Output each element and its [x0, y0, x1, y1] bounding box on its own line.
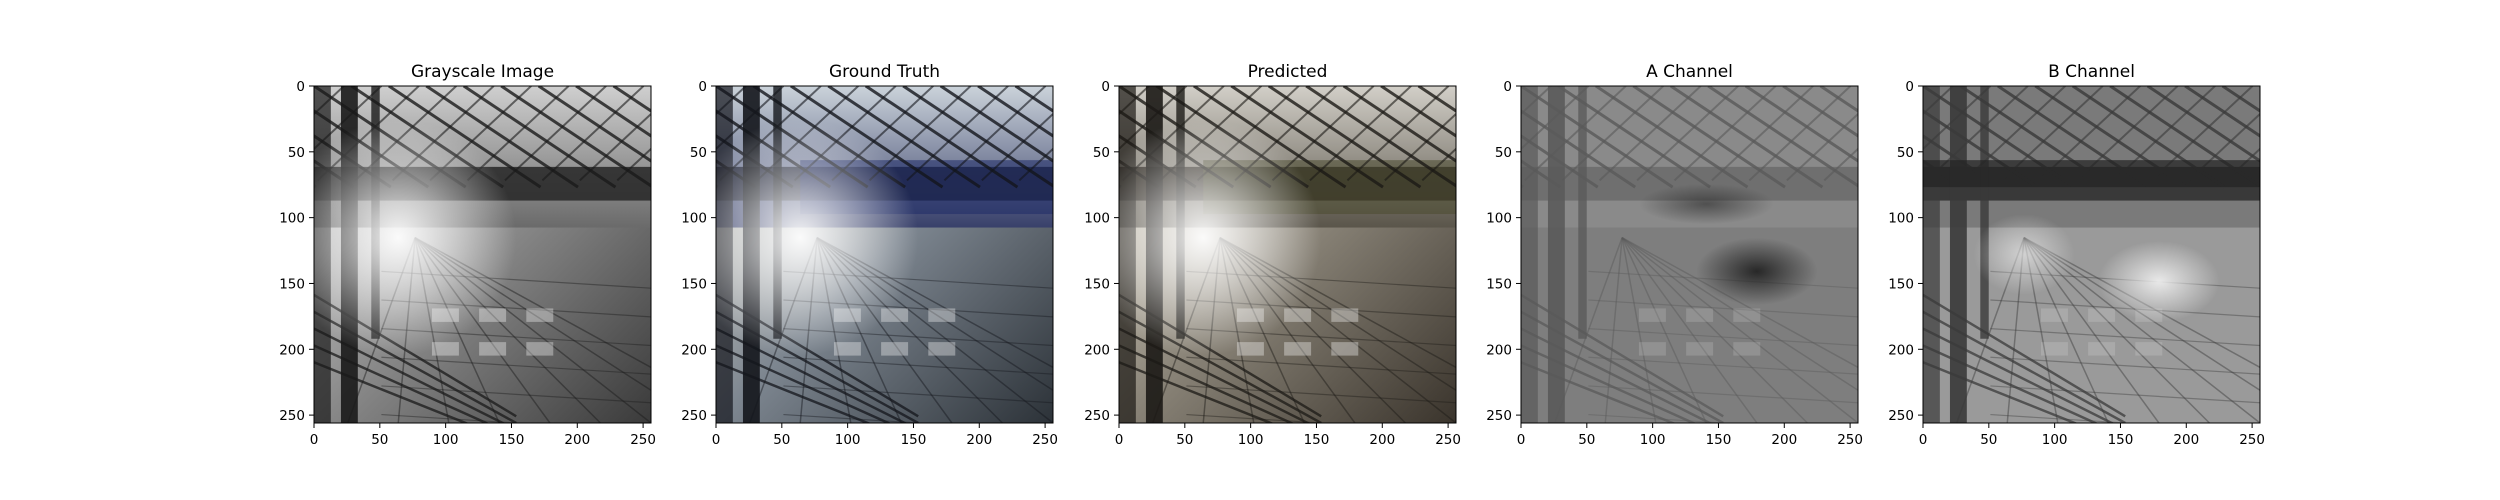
x-tick-label: 250 [1837, 432, 1863, 448]
x-tick-label: 100 [2042, 432, 2068, 448]
y-tick-label: 200 [279, 342, 305, 358]
x-tick-label: 200 [966, 432, 992, 448]
y-tick-label: 150 [1486, 276, 1512, 292]
x-tick-label: 150 [901, 432, 927, 448]
y-tick-label: 0 [698, 79, 707, 95]
y-tick-label: 250 [1888, 408, 1914, 424]
panel-predicted: Predicted 0 50 100 150 200 250 0 50 100 150 200 250 [1084, 62, 1461, 448]
y-tick-label: 50 [690, 145, 707, 161]
panel-color: Ground Truth 0 50 100 150 200 250 0 50 100 150 200 2… [681, 62, 1058, 448]
x-tick-label: 50 [1176, 432, 1193, 448]
y-tick-label: 150 [279, 276, 305, 292]
y-tick-label: 100 [279, 211, 305, 227]
x-tick-label: 200 [1771, 432, 1797, 448]
x-tick-label: 0 [310, 432, 319, 448]
x-tick-label: 50 [773, 432, 790, 448]
x-tick-label: 250 [2239, 432, 2265, 448]
panel-image [314, 86, 651, 423]
y-tick-label: 250 [681, 408, 707, 424]
x-tick-label: 250 [1435, 432, 1461, 448]
panel-title: Predicted [1248, 62, 1328, 82]
x-tick-label: 200 [1369, 432, 1395, 448]
panel-image [1521, 86, 1858, 423]
y-tick-label: 50 [288, 145, 305, 161]
x-tick-label: 100 [433, 432, 459, 448]
y-tick-label: 200 [1486, 342, 1512, 358]
panel-grayscale: Grayscale Image 0 50 100 150 200 250 0 50 100 150 2… [279, 62, 656, 448]
y-tick-label: 100 [1084, 211, 1110, 227]
x-tick-label: 0 [1919, 432, 1928, 448]
y-tick-label: 150 [1084, 276, 1110, 292]
y-tick-label: 150 [681, 276, 707, 292]
x-tick-label: 250 [1032, 432, 1058, 448]
axes-frame [313, 85, 652, 424]
panel-image [1119, 86, 1456, 423]
panel-a-channel: A Channel 0 50 100 150 200 250 0 50 100 150 200 250 [1486, 62, 1863, 448]
x-tick-label: 50 [1578, 432, 1595, 448]
y-tick-label: 0 [1503, 79, 1512, 95]
y-tick-label: 150 [1888, 276, 1914, 292]
y-tick-label: 0 [1101, 79, 1110, 95]
panel-title: Grayscale Image [411, 62, 554, 82]
x-tick-label: 150 [1706, 432, 1732, 448]
x-tick-label: 200 [2173, 432, 2199, 448]
panel-title: Ground Truth [829, 62, 940, 82]
y-tick-label: 200 [1888, 342, 1914, 358]
x-tick-label: 250 [630, 432, 656, 448]
x-tick-label: 100 [1640, 432, 1666, 448]
y-tick-label: 250 [1084, 408, 1110, 424]
axes-frame [715, 85, 1054, 424]
x-tick-label: 50 [1980, 432, 1997, 448]
panel-image [1923, 86, 2260, 423]
y-tick-label: 50 [1495, 145, 1512, 161]
y-tick-label: 100 [681, 211, 707, 227]
panel-b-channel: B Channel 0 50 100 150 200 250 0 50 100 150 200 250 [1888, 62, 2265, 448]
axes-frame [1520, 85, 1859, 424]
y-tick-label: 100 [1888, 211, 1914, 227]
x-tick-label: 0 [1517, 432, 1526, 448]
x-tick-label: 100 [835, 432, 861, 448]
y-tick-label: 50 [1897, 145, 1914, 161]
axes-frame [1118, 85, 1457, 424]
panel-title: A Channel [1646, 62, 1733, 82]
x-tick-label: 50 [371, 432, 388, 448]
x-tick-label: 0 [712, 432, 721, 448]
x-tick-label: 150 [2108, 432, 2134, 448]
y-tick-label: 250 [1486, 408, 1512, 424]
y-tick-label: 100 [1486, 211, 1512, 227]
x-tick-label: 150 [499, 432, 525, 448]
panel-image [716, 86, 1053, 423]
x-tick-label: 0 [1115, 432, 1124, 448]
x-tick-label: 100 [1238, 432, 1264, 448]
y-tick-label: 0 [1905, 79, 1914, 95]
y-tick-label: 250 [279, 408, 305, 424]
y-tick-label: 0 [296, 79, 305, 95]
y-tick-label: 50 [1093, 145, 1110, 161]
x-tick-label: 150 [1304, 432, 1330, 448]
x-tick-label: 200 [564, 432, 590, 448]
y-tick-label: 200 [1084, 342, 1110, 358]
panel-title: B Channel [2048, 62, 2135, 82]
y-tick-label: 200 [681, 342, 707, 358]
axes-frame [1922, 85, 2261, 424]
